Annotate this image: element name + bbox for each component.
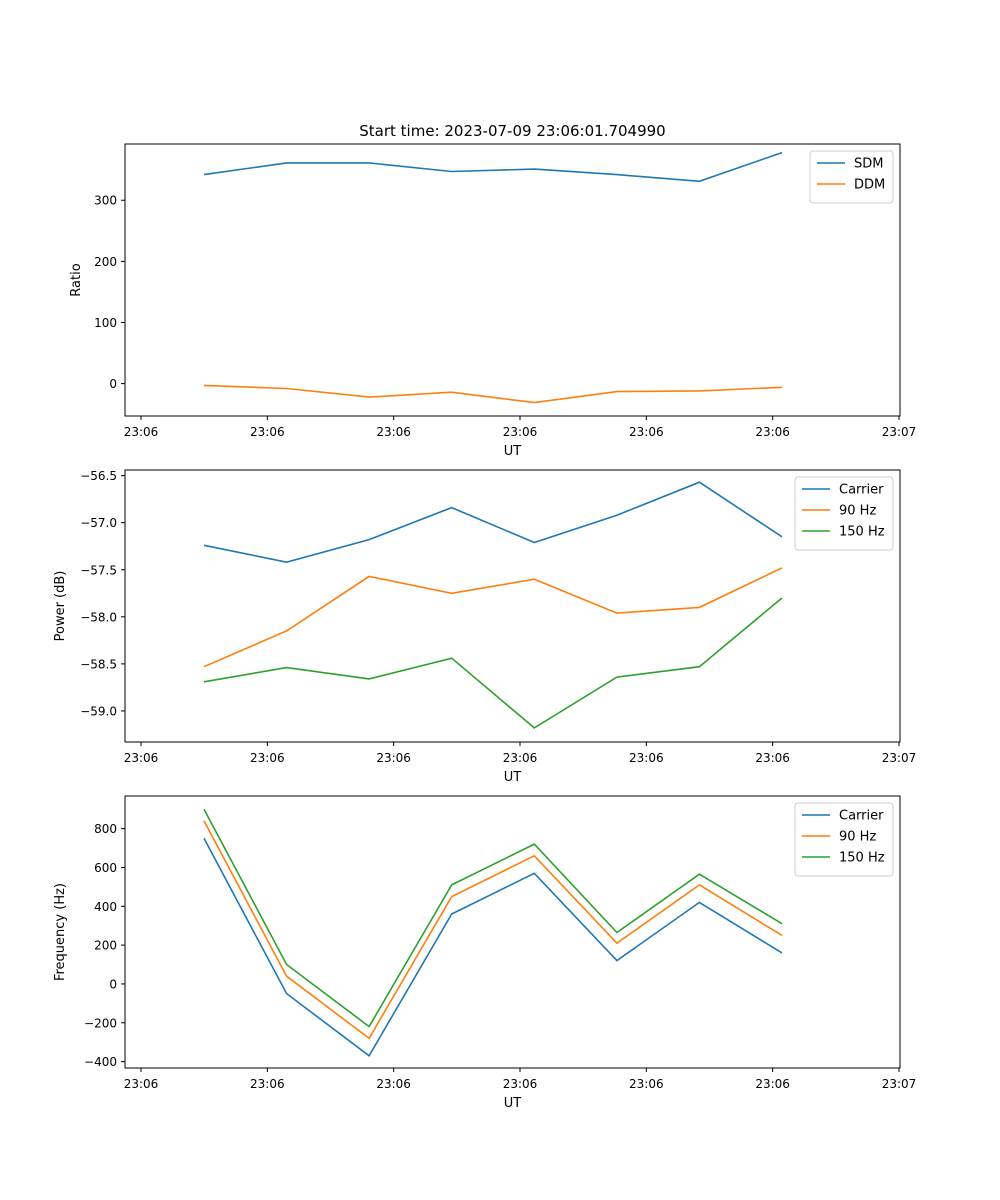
chart-2-axes-frame	[124, 795, 901, 1069]
chart-0-series-sdm	[203, 151, 783, 183]
chart-2-legend-label: 150 Hz	[839, 851, 885, 866]
chart-2-x-tick-label: 23:06	[250, 1077, 285, 1091]
chart-1-y-tick-label: −58.5	[80, 657, 117, 671]
chart-1-series-150-hz	[203, 597, 783, 729]
chart-2-y-tick-label: 400	[94, 900, 117, 914]
chart-0-y-tick-label: 200	[94, 255, 117, 269]
chart-1-series-carrier	[203, 481, 783, 564]
chart-2-x-tick-label: 23:06	[503, 1077, 538, 1091]
chart-1-y-tick-label: −57.0	[80, 516, 117, 530]
chart-0-legend: SDM DDM	[809, 150, 894, 204]
chart-1-axes-frame	[124, 469, 901, 743]
chart-0-series-ddm	[203, 384, 783, 404]
chart-2-series-150-hz	[203, 808, 783, 1028]
figure-title: Start time: 2023-07-09 23:06:01.704990	[359, 122, 665, 140]
panel-power: 23:06 23:06 23:06 23:06 23:06 23:06 23:07 −59.0…	[53, 469, 916, 785]
chart-1-x-tick-label: 23:06	[503, 751, 538, 765]
chart-2-series-90-hz	[203, 820, 783, 1040]
chart-2-y-tick-label: 600	[94, 861, 117, 875]
chart-0-y-tick-label: 0	[109, 377, 117, 391]
chart-2-x-tick-label: 23:06	[755, 1077, 790, 1091]
chart-1-x-tick-label: 23:06	[629, 751, 664, 765]
chart-0-x-axis-label: UT	[504, 444, 522, 459]
chart-1-x-tick-label: 23:06	[376, 751, 411, 765]
chart-1-legend-label: 150 Hz	[839, 525, 885, 540]
chart-2-y-tick-label: 800	[94, 822, 117, 836]
chart-1-legend-label: Carrier	[839, 483, 884, 498]
chart-2-y-tick-label: 200	[94, 939, 117, 953]
chart-0-y-tick-label: 100	[94, 316, 117, 330]
chart-1-series-90-hz	[203, 567, 783, 668]
panel-frequency: 23:06 23:06 23:06 23:06 23:06 23:06 23:07 −400 −…	[53, 795, 917, 1111]
chart-2-legend-label: Carrier	[839, 809, 884, 824]
chart-0-x-tick-label: 23:06	[376, 425, 411, 439]
chart-0-axes-frame	[124, 143, 901, 417]
chart-1-x-tick-label: 23:06	[124, 751, 159, 765]
chart-0-x-tick-label: 23:07	[882, 425, 917, 439]
chart-1-y-tick-label: −56.5	[80, 469, 117, 483]
chart-0-legend-box	[809, 150, 894, 204]
chart-1-y-tick-label: −58.0	[80, 610, 117, 624]
chart-2-x-tick-label: 23:06	[629, 1077, 664, 1091]
chart-1-x-tick-label: 23:07	[882, 751, 917, 765]
chart-0-x-tick-label: 23:06	[503, 425, 538, 439]
chart-1-x-axis-label: UT	[504, 770, 522, 785]
chart-2-legend: Carrier 90 Hz 150 Hz	[794, 802, 894, 877]
chart-2-x-tick-label: 23:06	[124, 1077, 159, 1091]
chart-2-x-tick-label: 23:06	[376, 1077, 411, 1091]
chart-1-legend: Carrier 90 Hz 150 Hz	[794, 476, 894, 551]
panel-ratio: 23:06 23:06 23:06 23:06 23:06 23:06 23:07 0 100 2…	[69, 143, 917, 459]
chart-1-y-axis-label: Power (dB)	[53, 571, 68, 642]
chart-1-y-tick-label: −59.0	[80, 704, 117, 718]
chart-0-legend-label: DDM	[854, 178, 885, 193]
chart-0-x-tick-label: 23:06	[755, 425, 790, 439]
chart-1-legend-label: 90 Hz	[839, 504, 876, 519]
chart-0-x-tick-label: 23:06	[250, 425, 285, 439]
chart-2-legend-label: 90 Hz	[839, 830, 876, 845]
chart-1-x-tick-label: 23:06	[250, 751, 285, 765]
chart-1-y-tick-label: −57.5	[80, 563, 117, 577]
chart-0-y-axis-label: Ratio	[69, 263, 84, 296]
chart-2-y-axis-label: Frequency (Hz)	[53, 883, 68, 981]
chart-2-x-tick-label: 23:07	[882, 1077, 917, 1091]
chart-2-y-tick-label: −200	[84, 1016, 117, 1030]
chart-1-x-tick-label: 23:06	[755, 751, 790, 765]
chart-0-x-tick-label: 23:06	[629, 425, 664, 439]
chart-0-y-tick-label: 300	[94, 194, 117, 208]
chart-2-y-tick-label: −400	[84, 1055, 117, 1069]
chart-2-x-axis-label: UT	[504, 1096, 522, 1111]
chart-0-legend-label: SDM	[854, 157, 883, 172]
chart-2-series-carrier	[203, 837, 783, 1057]
chart-2-y-tick-label: 0	[109, 977, 117, 991]
chart-0-x-tick-label: 23:06	[124, 425, 159, 439]
